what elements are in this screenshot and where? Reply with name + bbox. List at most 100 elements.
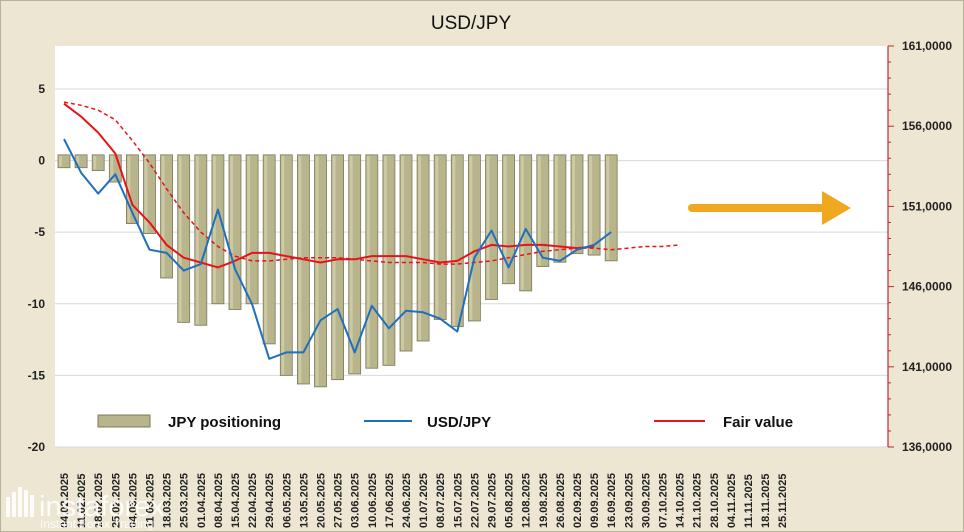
positioning-bar-highlight bbox=[59, 155, 62, 167]
x-tick-label: 25.03.2025 bbox=[179, 473, 191, 528]
legend-label-positioning: JPY positioning bbox=[168, 414, 281, 431]
positioning-bar-highlight bbox=[264, 155, 268, 343]
positioning-bar-highlight bbox=[572, 155, 575, 253]
positioning-bar bbox=[245, 154, 259, 305]
left-tick-label: -20 bbox=[28, 440, 46, 454]
positioning-bar-highlight bbox=[93, 155, 97, 170]
positioning-bar-highlight bbox=[195, 155, 199, 325]
x-tick-label: 17.06.2025 bbox=[384, 473, 396, 528]
positioning-bar bbox=[296, 154, 310, 385]
x-tick-label: 04.11.2025 bbox=[726, 474, 738, 528]
positioning-bar-highlight bbox=[144, 155, 148, 233]
watermark-tagline: Instant Forex Trading bbox=[40, 517, 153, 531]
positioning-bar-highlight bbox=[281, 155, 285, 375]
x-tick-label: 20.05.2025 bbox=[316, 473, 328, 528]
x-axis-ticks: 04.02.2025 11.02.2025 18.02.2025 25.02.2025… bbox=[59, 473, 789, 528]
x-tick-label: 18.03.2025 bbox=[162, 473, 174, 528]
x-tick-label: 04.03.2025 bbox=[127, 473, 139, 528]
x-tick-label: 18.02.2025 bbox=[93, 473, 105, 528]
x-tick-label: 23.09.2025 bbox=[623, 473, 635, 528]
positioning-bar-highlight bbox=[349, 155, 353, 373]
positioning-bar-highlight bbox=[589, 155, 593, 255]
positioning-bar bbox=[348, 154, 362, 375]
positioning-bar bbox=[416, 154, 430, 342]
x-tick-label: 22.04.2025 bbox=[247, 473, 259, 528]
right-tick-label: 156,0000 bbox=[902, 119, 952, 133]
right-tick-label: 136,0000 bbox=[902, 440, 952, 454]
positioning-bar-highlight bbox=[315, 155, 319, 386]
x-tick-label: 07.10.2025 bbox=[658, 473, 670, 528]
x-tick-label: 03.06.2025 bbox=[350, 473, 362, 528]
right-tick-label: 141,0000 bbox=[902, 360, 952, 374]
x-tick-label: 19.08.2025 bbox=[538, 473, 550, 528]
x-tick-label: 10.06.2025 bbox=[367, 473, 379, 528]
x-tick-label: 09.09.2025 bbox=[589, 473, 601, 528]
positioning-bar-highlight bbox=[230, 155, 233, 309]
positioning-bar bbox=[314, 154, 327, 388]
x-tick-label: 26.08.2025 bbox=[555, 473, 567, 528]
positioning-bar-highlight bbox=[76, 155, 80, 167]
positioning-bar bbox=[502, 154, 516, 285]
x-tick-label: 01.04.2025 bbox=[196, 473, 208, 528]
positioning-bar bbox=[485, 154, 498, 300]
x-tick-label: 11.02.2025 bbox=[76, 474, 88, 528]
positioning-bar bbox=[57, 154, 71, 169]
positioning-bar bbox=[382, 154, 396, 366]
right-axis: 161,0000 156,0000 151,0000 146,0000 141,0000… bbox=[887, 39, 952, 454]
positioning-bar bbox=[570, 154, 584, 255]
x-tick-label: 25.02.2025 bbox=[110, 473, 122, 528]
legend-label-fair-value: Fair value bbox=[723, 414, 793, 431]
positioning-bar-highlight bbox=[212, 155, 216, 303]
left-tick-label: 0 bbox=[38, 154, 45, 168]
x-tick-label: 06.05.2025 bbox=[281, 473, 293, 528]
positioning-bar bbox=[279, 154, 293, 376]
x-tick-label: 27.05.2025 bbox=[333, 473, 345, 528]
positioning-bar-highlight bbox=[298, 155, 302, 383]
positioning-bar-highlight bbox=[435, 155, 439, 319]
watermark: instaforex Instant Forex Trading bbox=[6, 487, 165, 531]
right-tick-label: 151,0000 bbox=[902, 199, 952, 213]
positioning-bar bbox=[211, 154, 225, 305]
x-tick-label: 11.03.2025 bbox=[145, 474, 157, 528]
positioning-bar-highlight bbox=[554, 155, 558, 262]
x-tick-label: 18.11.2025 bbox=[760, 474, 772, 528]
legend-item-positioning: JPY positioning bbox=[97, 414, 281, 431]
x-tick-label: 01.07.2025 bbox=[418, 473, 430, 528]
positioning-bar bbox=[399, 154, 413, 352]
x-tick-label: 16.09.2025 bbox=[606, 473, 618, 528]
positioning-bar-highlight bbox=[503, 155, 507, 283]
positioning-bar bbox=[160, 154, 174, 279]
left-tick-label: 5 bbox=[38, 82, 45, 96]
positioning-bar-highlight bbox=[161, 155, 165, 278]
positioning-bar bbox=[331, 154, 345, 381]
positioning-bar bbox=[91, 154, 105, 171]
positioning-bar bbox=[519, 154, 533, 292]
legend-swatch-positioning bbox=[97, 414, 151, 428]
left-tick-label: -10 bbox=[28, 297, 46, 311]
positioning-bar bbox=[74, 154, 88, 169]
x-tick-label: 29.07.2025 bbox=[487, 473, 499, 528]
x-tick-label: 15.07.2025 bbox=[452, 473, 464, 528]
positioning-bar-highlight bbox=[366, 155, 370, 368]
positioning-bar bbox=[604, 154, 618, 262]
positioning-bar bbox=[143, 154, 156, 235]
x-tick-label: 30.09.2025 bbox=[640, 473, 652, 528]
watermark-brand: instaforex bbox=[39, 491, 165, 523]
x-tick-label: 08.07.2025 bbox=[435, 473, 447, 528]
positioning-bar-highlight bbox=[247, 155, 251, 303]
x-tick-label: 13.05.2025 bbox=[298, 473, 310, 528]
x-tick-label: 28.10.2025 bbox=[709, 473, 721, 528]
right-tick-label: 161,0000 bbox=[902, 39, 952, 53]
right-tick-label: 146,0000 bbox=[902, 280, 952, 294]
legend-label-usdjpy: USD/JPY bbox=[427, 414, 491, 431]
positioning-bar-highlight bbox=[401, 155, 404, 351]
legend: JPY positioning USD/JPY Fair value bbox=[97, 414, 793, 431]
positioning-bar-highlight bbox=[469, 155, 473, 320]
positioning-bar bbox=[450, 154, 464, 328]
positioning-bar bbox=[194, 154, 208, 326]
x-tick-label: 14.10.2025 bbox=[675, 473, 687, 528]
x-tick-label: 08.04.2025 bbox=[213, 473, 225, 528]
fair-value-line bbox=[63, 102, 595, 269]
x-tick-label: 11.11.2025 bbox=[743, 474, 755, 528]
positioning-bar-highlight bbox=[486, 155, 490, 299]
